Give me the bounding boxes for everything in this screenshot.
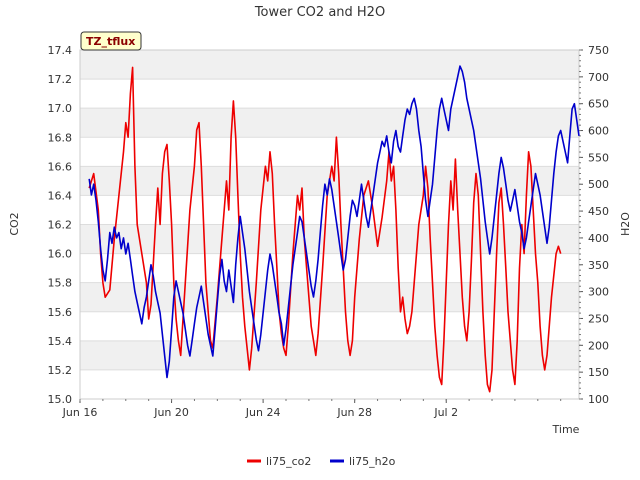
y-right-tick-label: 150: [588, 366, 609, 379]
series-badge-box: [80, 31, 142, 51]
legend: li75_co2 li75_h2o: [247, 455, 396, 468]
x-tick-label: Jun 20: [153, 406, 189, 419]
y-right-tick-label: 750: [588, 44, 609, 57]
series-badge-label: TZ_tflux: [86, 35, 135, 48]
series-line-li75_h2o: [88, 65, 580, 379]
plot-band: [80, 224, 579, 254]
x-axis-label: Time: [552, 423, 580, 436]
y-left-tick-label: 15.4: [48, 335, 73, 348]
y-left-tick-label: 15.0: [48, 393, 73, 406]
series-badge: TZ_tflux: [80, 31, 142, 51]
y-left-tick-label: 17.2: [48, 73, 73, 86]
y-right-tick-label: 200: [588, 339, 609, 352]
x-axis: Jun 16 Jun 20 Jun 24 Jun 28 Jul 2: [62, 399, 562, 419]
y-left-tick-label: 16.0: [48, 248, 73, 261]
legend-label-li75_h2o: li75_h2o: [349, 455, 396, 468]
y-right-tick-label: 100: [588, 393, 609, 406]
x-tick-label: Jun 16: [62, 406, 98, 419]
y-right-label: H2O: [619, 212, 632, 236]
y-left-label: CO2: [8, 212, 21, 235]
y-right-tick-label: 350: [588, 259, 609, 272]
plot-band: [80, 50, 579, 80]
y-right-tick-label: 600: [588, 125, 609, 138]
x-tick-label: Jul 2: [433, 406, 458, 419]
plot-band: [80, 108, 579, 138]
y-right-tick-label: 300: [588, 286, 609, 299]
y-left-tick-label: 16.4: [48, 189, 73, 202]
y-left-tick-label: 16.2: [48, 219, 73, 232]
plot-band: [80, 340, 579, 370]
y-right-tick-label: 450: [588, 205, 609, 218]
legend-label-li75_co2: li75_co2: [266, 455, 311, 468]
y-left-tick-label: 15.6: [48, 306, 73, 319]
series-line-li75_co2: [88, 66, 562, 393]
y-left-tick-label: 17.4: [48, 44, 73, 57]
plot-frame: [79, 49, 580, 400]
y-right-tick-label: 250: [588, 312, 609, 325]
y-right-tick-label: 700: [588, 71, 609, 84]
y-right-tick-label: 650: [588, 98, 609, 111]
y-left-tick-label: 17.0: [48, 102, 73, 115]
y-right-tick-label: 550: [588, 151, 609, 164]
series-lines: [88, 65, 580, 393]
y-right-axis: 100 150 200 250 300 350 400 450 500 550 600 650 700 7…: [579, 44, 609, 406]
y-left-tick-label: 15.8: [48, 277, 73, 290]
chart-title: Tower CO2 and H2O: [254, 5, 385, 20]
y-left-tick-label: 15.2: [48, 364, 73, 377]
y-left-tick-label: 16.6: [48, 160, 73, 173]
y-right-tick-label: 500: [588, 178, 609, 191]
y-left-tick-label: 16.8: [48, 131, 73, 144]
y-left-axis: 15.0 15.2 15.4 15.6 15.8 16.0 16.2 16.4 16.6 16.8…: [48, 44, 73, 406]
x-tick-label: Jun 24: [245, 406, 281, 419]
y-right-tick-label: 400: [588, 232, 609, 245]
x-tick-label: Jun 28: [336, 406, 372, 419]
